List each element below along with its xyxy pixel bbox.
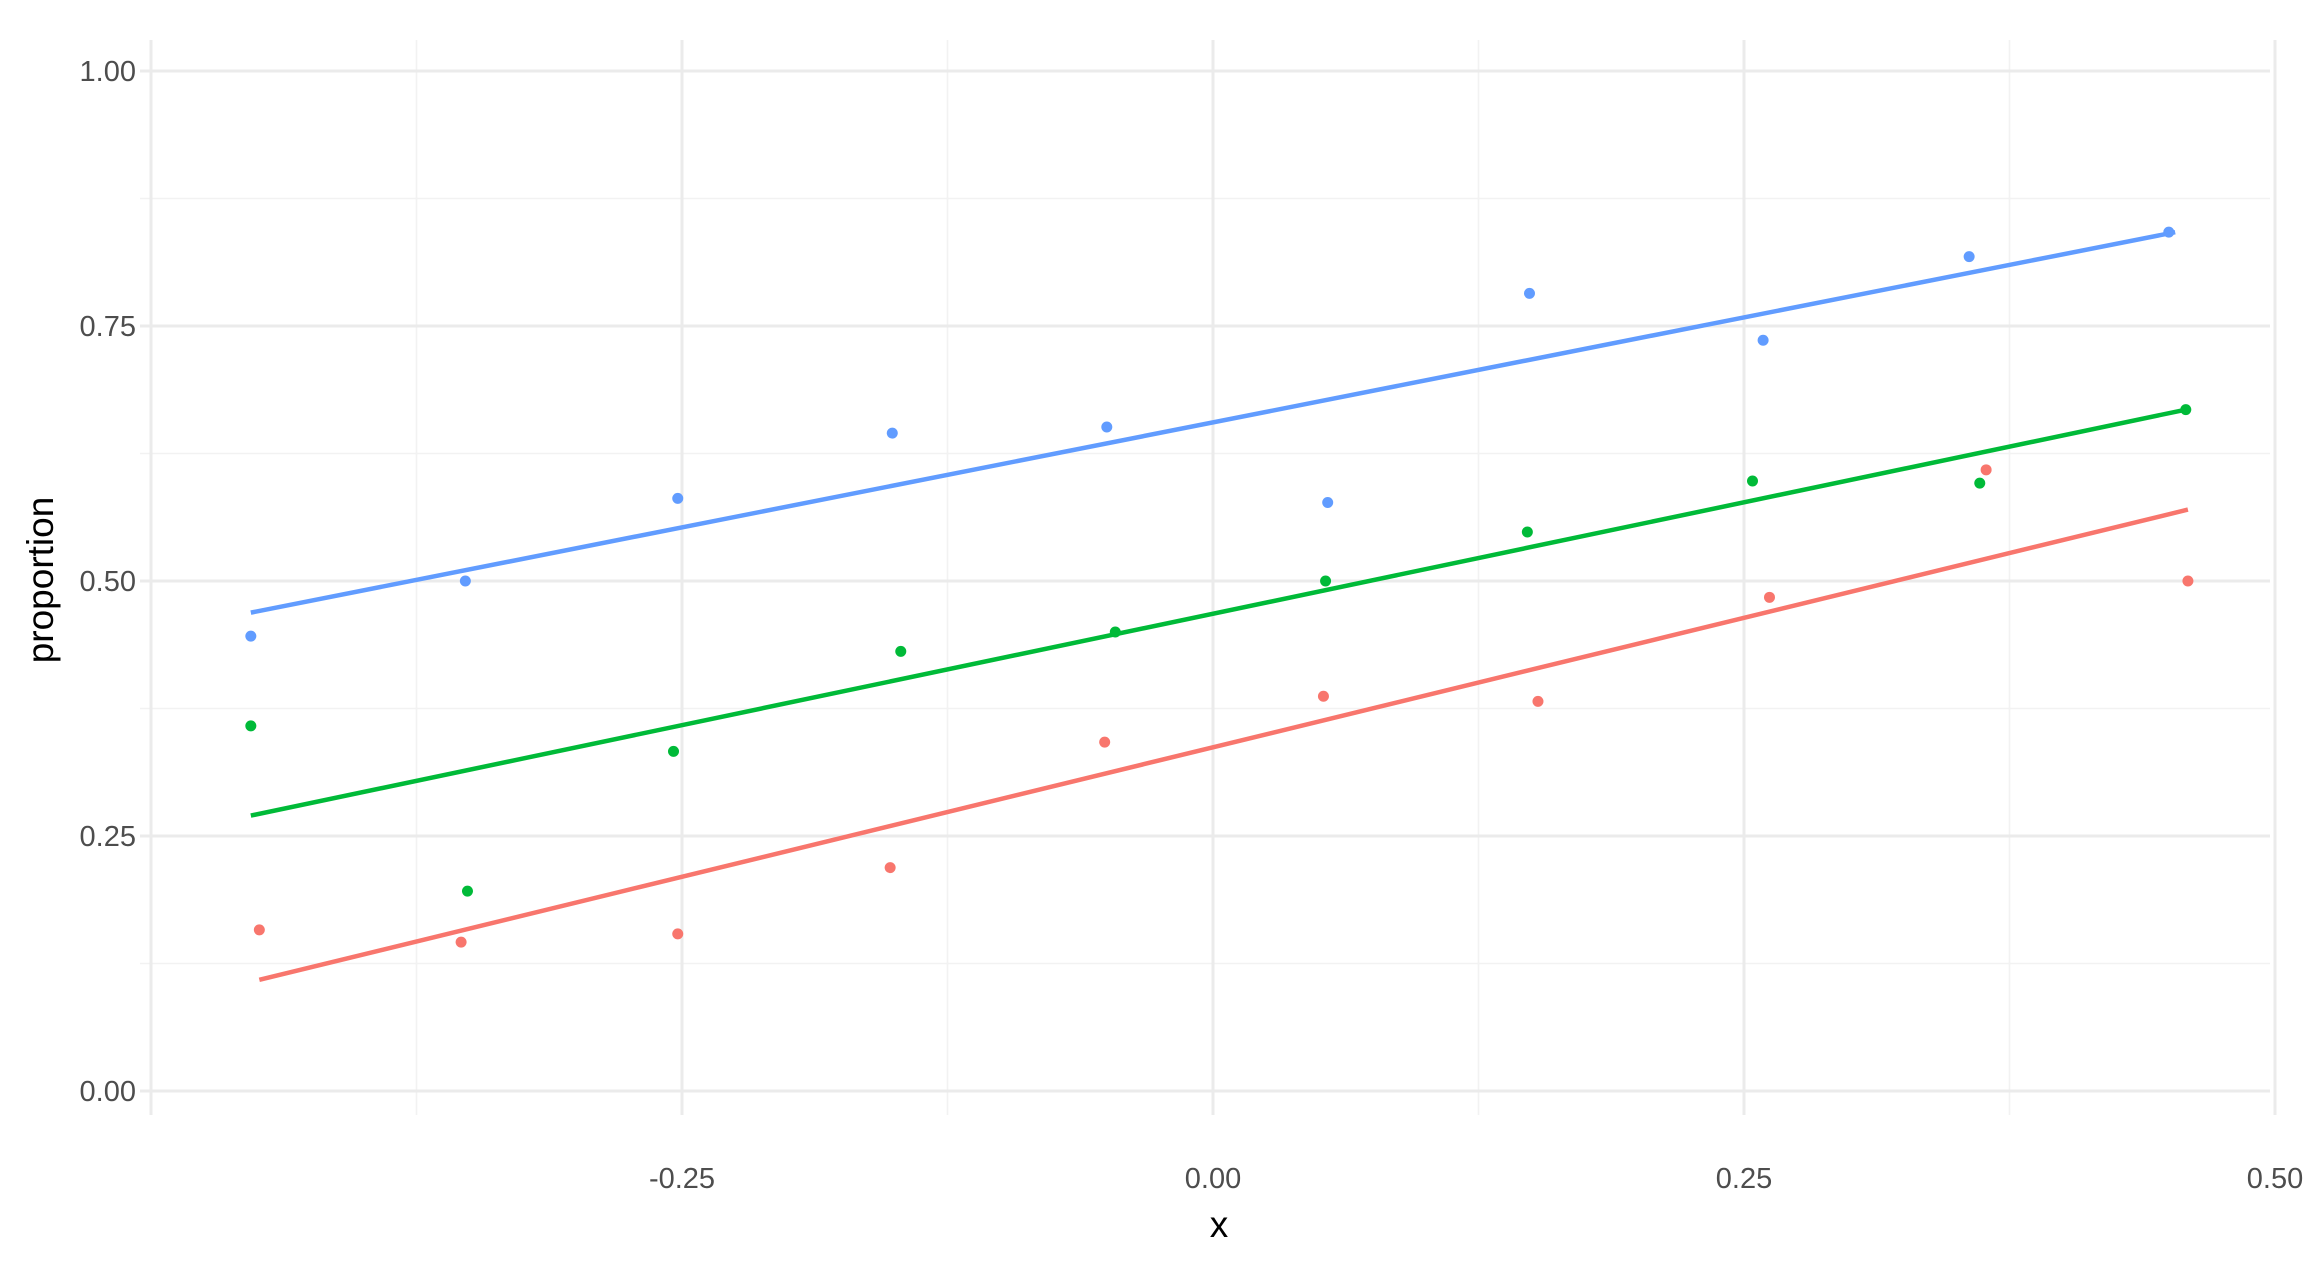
minor-gridlines xyxy=(140,40,2270,1115)
y-axis-title: proportion xyxy=(20,497,61,664)
data-point xyxy=(1101,421,1113,433)
x-axis-title: x xyxy=(1210,1204,1229,1245)
x-axis-tick-labels: -0.25 0.00 0.25 0.50 xyxy=(649,1163,2303,1195)
data-point xyxy=(253,924,265,936)
data-point xyxy=(461,885,473,897)
data-point xyxy=(672,928,684,940)
data-point xyxy=(1317,690,1329,702)
data-point xyxy=(245,720,257,732)
data-point xyxy=(1532,695,1544,707)
x-tick-label: 0.50 xyxy=(2247,1163,2303,1195)
data-point xyxy=(1322,496,1334,508)
fit-line xyxy=(258,507,2189,983)
series-2 xyxy=(253,464,2194,983)
y-tick-label: 0.75 xyxy=(80,311,136,343)
y-tick-label: 1.00 xyxy=(80,56,136,88)
data-point xyxy=(1963,251,1975,263)
data-point xyxy=(1757,334,1769,346)
data-point xyxy=(1320,575,1332,587)
data-point xyxy=(245,630,257,642)
data-point xyxy=(884,862,896,874)
data-point xyxy=(1099,736,1111,748)
series-1 xyxy=(245,404,2192,897)
data-point xyxy=(2182,575,2194,587)
data-point xyxy=(1521,526,1533,538)
x-tick-label: 0.00 xyxy=(1185,1163,1241,1195)
y-tick-label: 0.00 xyxy=(80,1076,136,1108)
data-point xyxy=(2180,404,2192,416)
y-tick-label: 0.50 xyxy=(80,566,136,598)
y-tick-label: 0.25 xyxy=(80,821,136,853)
series-layer xyxy=(245,226,2194,983)
x-tick-label: 0.25 xyxy=(1716,1163,1772,1195)
fit-line xyxy=(250,407,2187,818)
y-axis-tick-labels: 0.00 0.25 0.50 0.75 1.00 xyxy=(80,56,136,1108)
x-tick-label: -0.25 xyxy=(649,1163,715,1195)
data-point xyxy=(2163,226,2175,238)
major-gridlines xyxy=(140,40,2277,1115)
data-point xyxy=(1746,475,1758,487)
data-point xyxy=(459,575,471,587)
data-point xyxy=(886,427,898,439)
data-point xyxy=(455,936,467,948)
data-point xyxy=(1763,591,1775,603)
data-point xyxy=(1523,287,1535,299)
data-point xyxy=(1980,464,1992,476)
series-0 xyxy=(245,226,2176,642)
data-point xyxy=(668,745,680,757)
data-point xyxy=(1109,626,1121,638)
fit-line xyxy=(250,229,2176,615)
data-point xyxy=(672,492,684,504)
data-point xyxy=(1974,477,1986,489)
data-point xyxy=(895,645,907,657)
